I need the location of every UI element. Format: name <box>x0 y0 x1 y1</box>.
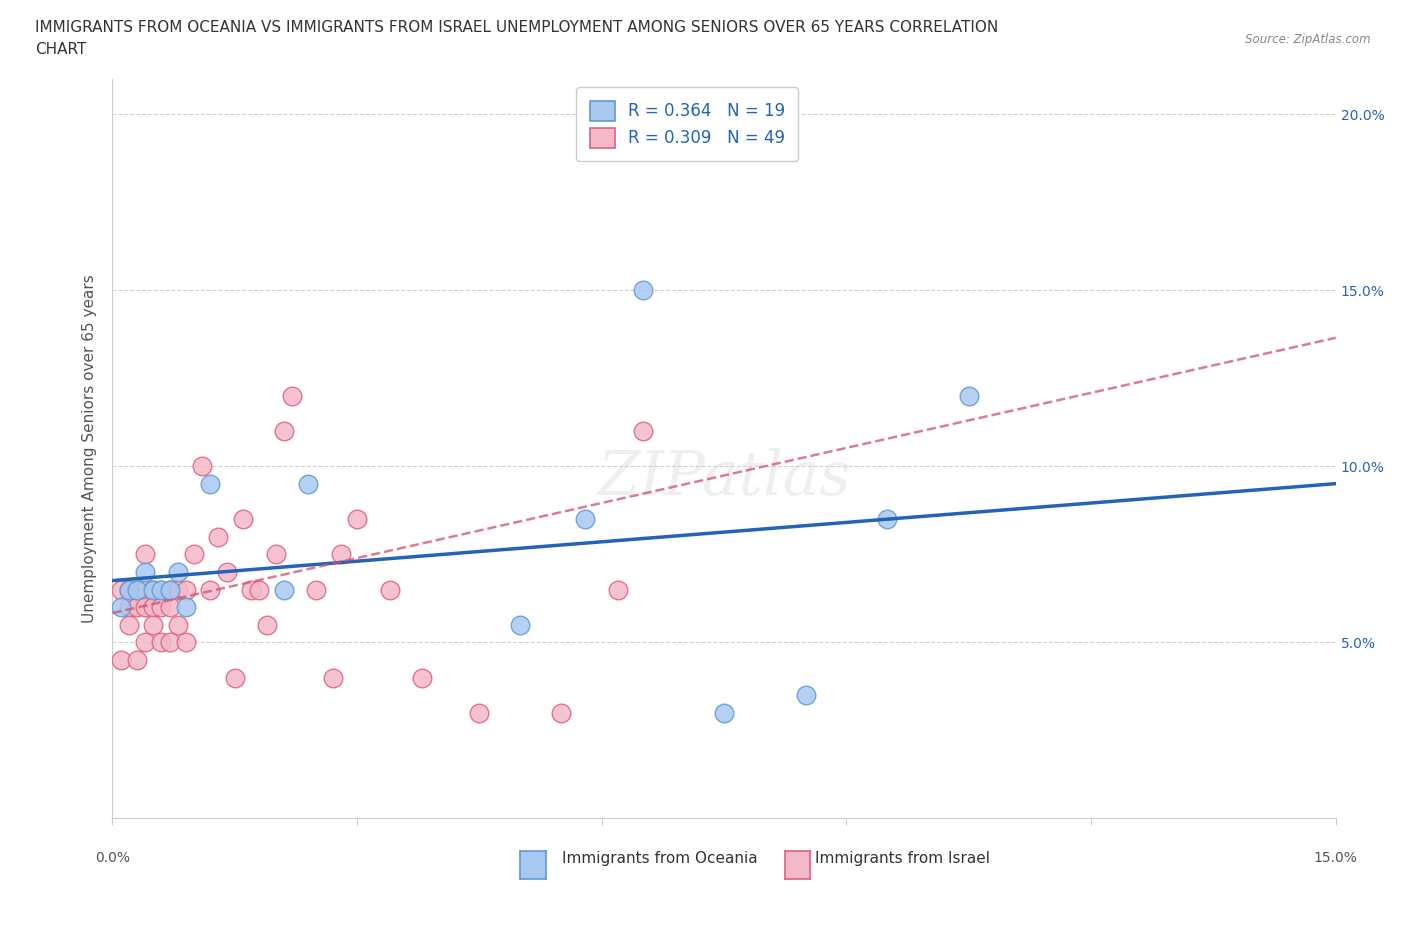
Point <box>150 582 173 597</box>
Point <box>142 600 165 615</box>
Point <box>468 705 491 720</box>
Point <box>550 705 572 720</box>
Point <box>159 582 181 597</box>
Point <box>631 424 654 439</box>
Point <box>273 582 295 597</box>
Text: Immigrants from Oceania: Immigrants from Oceania <box>562 851 758 866</box>
Point <box>142 618 165 632</box>
Point <box>607 582 630 597</box>
Point <box>142 582 165 597</box>
Point <box>134 600 156 615</box>
Point <box>142 582 165 597</box>
Text: Immigrants from Israel: Immigrants from Israel <box>815 851 990 866</box>
Text: Source: ZipAtlas.com: Source: ZipAtlas.com <box>1246 33 1371 46</box>
Point <box>174 582 197 597</box>
Point <box>150 635 173 650</box>
Point <box>329 547 352 562</box>
Point <box>614 142 637 157</box>
Point <box>322 671 344 685</box>
Point <box>159 600 181 615</box>
Point <box>378 582 401 597</box>
Point <box>134 547 156 562</box>
Point <box>411 671 433 685</box>
Point <box>713 705 735 720</box>
Point <box>125 653 148 668</box>
Text: CHART: CHART <box>35 42 87 57</box>
Point <box>110 582 132 597</box>
Point <box>125 600 148 615</box>
Point <box>166 582 188 597</box>
Point <box>159 582 181 597</box>
Point <box>876 512 898 526</box>
Point <box>264 547 287 562</box>
Point <box>159 635 181 650</box>
Point <box>957 389 980 404</box>
Text: ZIPatlas: ZIPatlas <box>598 448 851 509</box>
Text: IMMIGRANTS FROM OCEANIA VS IMMIGRANTS FROM ISRAEL UNEMPLOYMENT AMONG SENIORS OVE: IMMIGRANTS FROM OCEANIA VS IMMIGRANTS FR… <box>35 20 998 35</box>
Point <box>125 582 148 597</box>
Point <box>256 618 278 632</box>
Point <box>134 582 156 597</box>
Point <box>509 618 531 632</box>
Legend: R = 0.364   N = 19, R = 0.309   N = 49: R = 0.364 N = 19, R = 0.309 N = 49 <box>576 87 799 162</box>
Point <box>794 688 817 703</box>
Point <box>574 512 596 526</box>
Point <box>247 582 270 597</box>
Point <box>174 600 197 615</box>
Point <box>273 424 295 439</box>
Point <box>346 512 368 526</box>
Y-axis label: Unemployment Among Seniors over 65 years: Unemployment Among Seniors over 65 years <box>82 274 97 623</box>
Point <box>232 512 254 526</box>
Point <box>118 582 141 597</box>
Point <box>166 565 188 579</box>
Point <box>166 618 188 632</box>
Point <box>200 582 222 597</box>
Point <box>200 476 222 491</box>
Text: 0.0%: 0.0% <box>96 851 129 865</box>
Point <box>174 635 197 650</box>
Point <box>110 653 132 668</box>
Point <box>215 565 238 579</box>
Point <box>305 582 328 597</box>
Point <box>118 582 141 597</box>
Point <box>183 547 205 562</box>
Point <box>207 529 229 544</box>
Point <box>150 600 173 615</box>
Point <box>110 600 132 615</box>
Point <box>134 565 156 579</box>
Point <box>224 671 246 685</box>
Point <box>150 582 173 597</box>
Point <box>297 476 319 491</box>
Point <box>281 389 304 404</box>
Text: 15.0%: 15.0% <box>1313 851 1358 865</box>
Point <box>118 618 141 632</box>
Point <box>118 600 141 615</box>
Point <box>191 458 214 473</box>
Point <box>134 635 156 650</box>
Point <box>240 582 263 597</box>
Point <box>125 582 148 597</box>
Point <box>631 283 654 298</box>
